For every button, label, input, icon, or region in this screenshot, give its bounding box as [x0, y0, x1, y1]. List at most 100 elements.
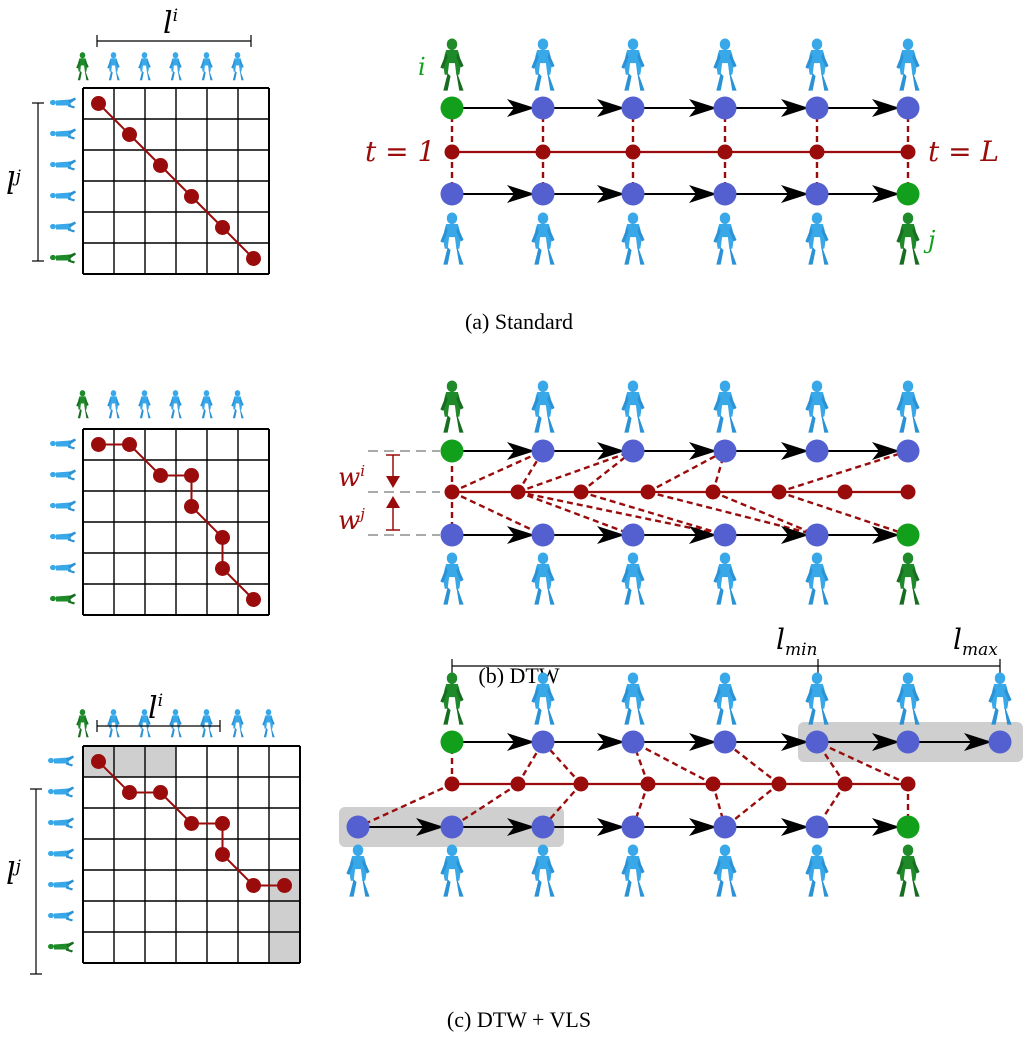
walking-person-icon: [896, 844, 920, 897]
lying-person-icon: [48, 941, 74, 953]
time-step-node: [717, 144, 733, 160]
time-step-node: [444, 484, 460, 500]
walking-person-icon: [896, 38, 920, 91]
walking-person-icon: [346, 844, 370, 897]
walking-person-icon: [169, 52, 182, 81]
side-sequence-icons: [48, 755, 74, 953]
li-label-c: li: [148, 691, 163, 726]
time-step-node: [444, 144, 460, 160]
lying-person-icon: [50, 562, 76, 574]
top-sequence-icons: [76, 390, 244, 419]
alignment-point: [184, 189, 199, 204]
lying-person-icon: [48, 755, 74, 767]
walking-person-icon: [231, 52, 244, 81]
alignment-link: [580, 490, 726, 537]
frame-node: [713, 182, 737, 206]
frame-node: [805, 96, 829, 120]
walking-person-icon: [713, 844, 737, 897]
walking-person-icon: [621, 38, 645, 91]
tL-label: t = L: [928, 135, 999, 168]
time-step-node: [900, 144, 916, 160]
alignment-point: [153, 785, 168, 800]
j-label: j: [923, 226, 936, 254]
sequence-graph-a: [440, 38, 920, 265]
alignment-point: [122, 127, 137, 142]
time-step-node: [444, 776, 460, 792]
time-step-node: [510, 776, 526, 792]
lying-person-icon: [48, 879, 74, 891]
walking-person-icon: [621, 212, 645, 265]
lmax-label: lmax: [953, 623, 998, 660]
frame-node: [805, 182, 829, 206]
alignment-point: [215, 816, 230, 831]
time-step-node: [809, 144, 825, 160]
time-step-node: [900, 776, 916, 792]
alignment-point: [277, 878, 292, 893]
frame-node: [713, 439, 737, 463]
walking-person-icon: [896, 672, 920, 725]
alignment-link: [724, 783, 780, 828]
alignment-point: [246, 592, 261, 607]
walking-person-icon: [531, 38, 555, 91]
frame-node: [621, 523, 645, 547]
walking-person-icon: [231, 390, 244, 419]
frame-node: [896, 523, 920, 547]
wj-label: wj: [338, 505, 365, 536]
lj-label: lj: [6, 167, 22, 202]
frame-node: [621, 96, 645, 120]
frame-node: [621, 815, 645, 839]
walking-person-icon: [805, 844, 829, 897]
alignment-link: [517, 490, 726, 537]
walking-person-icon: [896, 552, 920, 605]
walking-person-icon: [138, 390, 151, 419]
frame-node: [896, 439, 920, 463]
alignment-point: [246, 878, 261, 893]
shaded-cell: [145, 746, 176, 777]
alignment-point: [215, 847, 230, 862]
lying-person-icon: [50, 128, 76, 140]
walking-person-icon: [713, 212, 737, 265]
lying-person-icon: [48, 910, 74, 922]
frame-node: [346, 815, 370, 839]
panel-standard: li lj i j t = 1 t = L (a) Standard: [4, 6, 999, 334]
walking-person-icon: [76, 52, 89, 81]
time-step-node: [573, 776, 589, 792]
frame-node: [531, 523, 555, 547]
time-step-node: [705, 484, 721, 500]
frame-node: [621, 182, 645, 206]
sequence-graph-c: [346, 672, 1012, 897]
shaded-cell: [114, 746, 145, 777]
matrix-b: [82, 428, 270, 616]
time-step-node: [535, 144, 551, 160]
lying-person-icon: [50, 221, 76, 233]
walking-person-icon: [440, 380, 464, 433]
alignment-link: [451, 782, 519, 829]
lying-person-icon: [48, 817, 74, 829]
time-step-node: [771, 776, 787, 792]
lying-person-icon: [50, 469, 76, 481]
lying-person-icon: [50, 190, 76, 202]
lying-person-icon: [50, 97, 76, 109]
walking-person-icon: [621, 380, 645, 433]
alignment-point: [91, 754, 106, 769]
lying-person-icon: [48, 786, 74, 798]
walking-person-icon: [531, 212, 555, 265]
side-sequence-icons: [50, 438, 76, 605]
panel-dtw-vls: li lj lmin lmax (c) DTW + VLS: [4, 623, 1023, 1032]
alignment-link: [357, 782, 453, 829]
li-bracket: li: [96, 6, 252, 47]
walking-person-icon: [200, 52, 213, 81]
alignment-link: [631, 783, 650, 828]
frame-node: [896, 815, 920, 839]
walking-person-icon: [200, 709, 213, 738]
caption-c: (c) DTW + VLS: [447, 1007, 591, 1032]
lj-bracket: lj: [4, 102, 44, 262]
walking-person-icon: [531, 844, 555, 897]
alignment-point: [246, 251, 261, 266]
frame-node: [440, 182, 464, 206]
walking-person-icon: [107, 709, 120, 738]
walking-person-icon: [138, 52, 151, 81]
shaded-cell: [269, 932, 300, 963]
frame-node: [531, 182, 555, 206]
